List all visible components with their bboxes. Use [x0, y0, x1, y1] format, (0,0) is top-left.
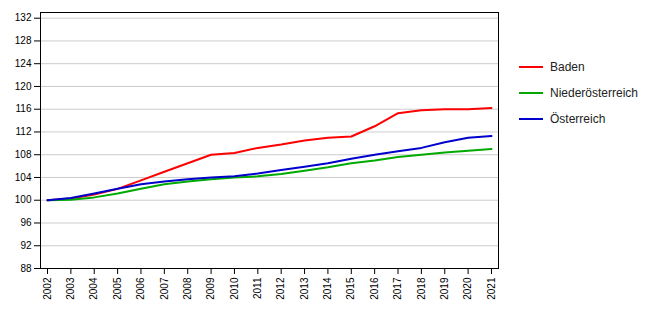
- html-text:Baden: Baden: [550, 60, 585, 74]
- svg-text:104: 104: [15, 172, 32, 183]
- svg-text:2020: 2020: [462, 277, 473, 300]
- svg-text:132: 132: [15, 12, 32, 23]
- svg-text:2006: 2006: [135, 277, 146, 300]
- svg-text:2005: 2005: [112, 277, 123, 300]
- svg-text:2002: 2002: [42, 277, 53, 300]
- svg-text:128: 128: [15, 35, 32, 46]
- html-text:Niederösterreich: Niederösterreich: [550, 86, 638, 100]
- svg-text:2007: 2007: [159, 277, 170, 300]
- svg-text:2013: 2013: [299, 277, 310, 300]
- svg-text:2018: 2018: [416, 277, 427, 300]
- html-text:Österreich: Österreich: [550, 112, 606, 126]
- svg-text:2009: 2009: [205, 277, 216, 300]
- svg-text:100: 100: [15, 194, 32, 205]
- svg-text:124: 124: [15, 58, 32, 69]
- svg-text:2003: 2003: [65, 277, 76, 300]
- svg-text:112: 112: [16, 126, 32, 137]
- svg-text:2011: 2011: [252, 277, 263, 299]
- svg-text:116: 116: [16, 103, 32, 114]
- svg-text:2015: 2015: [345, 277, 356, 300]
- svg-text:92: 92: [20, 240, 32, 251]
- svg-text:2014: 2014: [322, 277, 333, 300]
- svg-text:88: 88: [20, 263, 32, 274]
- svg-text:2016: 2016: [369, 277, 380, 300]
- svg-text:2012: 2012: [275, 277, 286, 300]
- svg-text:2010: 2010: [229, 277, 240, 300]
- svg-text:2019: 2019: [439, 277, 450, 300]
- svg-text:2008: 2008: [182, 277, 193, 300]
- svg-text:2021: 2021: [486, 277, 497, 300]
- svg-text:120: 120: [15, 81, 32, 92]
- svg-text:108: 108: [15, 149, 32, 160]
- svg-text:2017: 2017: [392, 277, 403, 300]
- svg-text:2004: 2004: [88, 277, 99, 300]
- svg-text:96: 96: [20, 217, 32, 228]
